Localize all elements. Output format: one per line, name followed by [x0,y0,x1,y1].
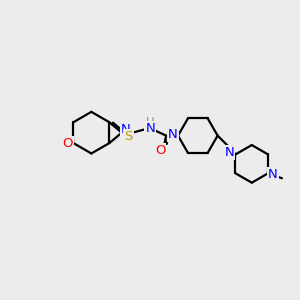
Text: N: N [121,122,130,136]
Text: N: N [268,168,278,181]
Text: O: O [62,136,73,150]
Text: N: N [168,128,178,141]
Text: S: S [124,130,133,143]
Text: N: N [225,146,234,159]
Text: O: O [155,144,165,157]
Text: N: N [146,122,155,135]
Text: H: H [146,116,154,129]
